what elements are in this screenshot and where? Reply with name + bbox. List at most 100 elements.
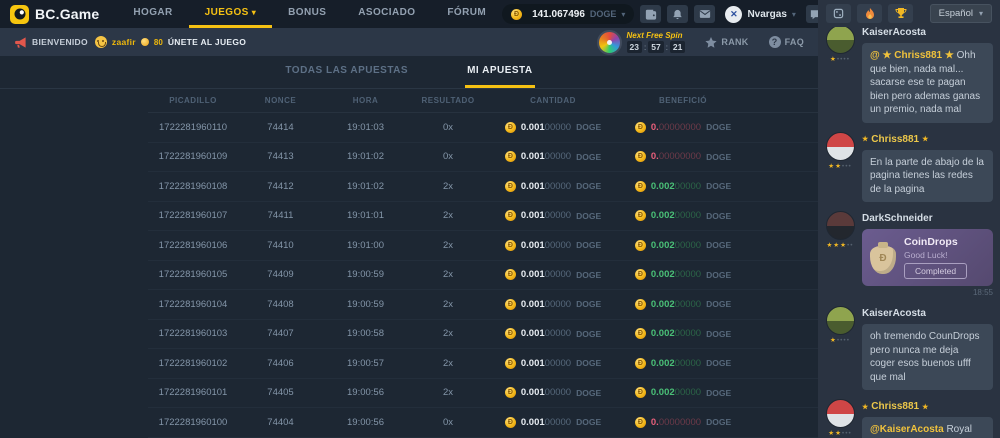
nav-item-asociado[interactable]: ASOCIADO [342,0,431,28]
chat-username[interactable]: ★Chriss881★ [862,399,993,413]
message-body: DarkSchneider CoinDropsGood Luck!Complete… [862,211,993,297]
megaphone-icon [14,36,27,49]
wallet-button[interactable] [640,5,661,23]
table-row[interactable]: 17222819601107441419:01:030x0.00100000DO… [148,113,820,143]
balance-selector[interactable]: 141.067496 DOGE ▾ [502,4,634,24]
user-menu[interactable]: ✕ Nvargas ▾ [725,6,795,23]
doge-coin-icon [635,269,646,280]
profit-value: 0.002 [651,328,675,339]
table-row[interactable]: 17222819601087441219:01:022x0.00100000DO… [148,172,820,202]
tab-todas-las-apuestas[interactable]: TODAS LAS APUESTAS [283,65,410,88]
nav-item-juegos[interactable]: JUEGOS▾ [189,0,273,28]
user-avatar[interactable] [826,399,855,428]
chevron-down-icon: ▾ [621,10,625,19]
coindrops-card[interactable]: CoinDropsGood Luck!Completed [862,229,993,286]
messages-button[interactable] [694,5,715,23]
currency-label: DOGE [706,181,731,191]
table-row[interactable]: 17222819601047440819:00:592x0.00100000DO… [148,290,820,320]
result-cell: 2x [408,387,488,398]
mention-link[interactable]: @KaiserAcosta [870,424,946,435]
chat-username[interactable]: ★Chriss881★ [862,132,993,146]
user-avatar[interactable] [826,132,855,161]
hash-cell: 1722281960110 [148,122,238,133]
chat-username[interactable]: KaiserAcosta [862,306,993,320]
question-icon: ? [769,36,781,48]
result-cell: 2x [408,328,488,339]
time-cell: 19:00:57 [323,358,408,369]
dot-icon: • [848,430,851,437]
time-cell: 19:01:02 [323,181,408,192]
nav-item-bonus[interactable]: BONUS [272,0,342,28]
hash-cell: 1722281960106 [148,240,238,251]
dot-icon: • [850,242,853,249]
chat-bubble: @KaiserAcosta Royal flush es que el móvi… [862,417,993,438]
faq-link[interactable]: ? FAQ [769,36,804,48]
table-row[interactable]: 17222819601007440419:00:560x0.00100000DO… [148,408,820,438]
profit-cell: 0.00200000DOGE [618,240,748,251]
user-avatar[interactable] [826,306,855,335]
join-game-text[interactable]: ÚNETE AL JUEGO [168,37,246,47]
hash-cell: 1722281960105 [148,269,238,280]
doge-coin-icon [505,210,516,221]
time-cell: 19:00:59 [323,299,408,310]
amount-value: 0.001 [521,269,545,280]
profit-cell: 0.00000000DOGE [618,417,748,428]
chat-bubble: En la parte de abajo de la pagina tienes… [862,150,993,203]
currency-label: DOGE [576,299,601,309]
user-avatar: ✕ [725,6,742,23]
profit-cell: 0.00200000DOGE [618,210,748,221]
chat-username[interactable]: DarkSchneider [862,211,993,225]
table-row[interactable]: 17222819601097441319:01:020x0.00100000DO… [148,143,820,173]
bc-game-logo-icon [10,5,29,24]
table-row[interactable]: 17222819601057440919:00:592x0.00100000DO… [148,261,820,291]
balance-currency: DOGE [590,9,617,19]
table-row[interactable]: 17222819601027440619:00:572x0.00100000DO… [148,349,820,379]
result-cell: 0x [408,151,488,162]
avatar-column: ★★★•• [825,211,855,297]
user-avatar[interactable] [826,27,855,54]
language-selector[interactable]: Español ▾ [930,4,992,23]
amount-value: 0.001 [521,417,545,428]
chat-username[interactable]: KaiserAcosta [862,27,993,39]
tab-mi-apuesta[interactable]: MI APUESTA [465,65,535,88]
hash-cell: 1722281960101 [148,387,238,398]
smiley-emoji-icon [95,36,107,48]
doge-coin-icon [635,210,646,221]
nav-item-hogar[interactable]: HOGAR [117,0,188,28]
amount-trailing-zeros: 00000 [545,387,571,398]
result-cell: 2x [408,181,488,192]
hash-cell: 1722281960107 [148,210,238,221]
medal-icon [141,38,149,46]
table-row[interactable]: 17222819601077441119:01:012x0.00100000DO… [148,202,820,232]
profit-value: 0. [651,122,659,133]
profit-value: 0.002 [651,358,675,369]
hash-cell: 1722281960103 [148,328,238,339]
amount-cell: 0.00100000DOGE [488,328,618,339]
profit-value: 0.002 [651,240,675,251]
free-spin-widget[interactable]: Next Free Spin 23:57:21 [597,30,686,55]
nav-item-fórum[interactable]: FÓRUM [431,0,502,28]
table-row[interactable]: 17222819601017440519:00:562x0.00100000DO… [148,379,820,409]
bell-icon [672,9,683,20]
user-avatar[interactable] [826,211,855,240]
chat-message: ★★★•• DarkSchneider CoinDropsGood Luck!Com… [825,202,993,297]
brand-logo[interactable]: BC.Game [10,5,99,24]
hot-button[interactable] [857,4,882,23]
profit-trailing-zeros: 00000 [675,358,701,369]
currency-label: DOGE [706,417,731,427]
mention-link[interactable]: @ ★ Chriss881 ★ [870,50,957,61]
doge-coin-icon [635,181,646,192]
notifications-button[interactable] [667,5,688,23]
table-row[interactable]: 17222819601037440719:00:582x0.00100000DO… [148,320,820,350]
table-row[interactable]: 17222819601067441019:01:002x0.00100000DO… [148,231,820,261]
welcome-username[interactable]: zaafir [112,37,136,47]
trophy-button[interactable] [888,4,913,23]
dice-button[interactable] [826,4,851,23]
money-bag-icon [870,246,896,274]
rank-link[interactable]: RANK [705,37,748,48]
result-cell: 2x [408,358,488,369]
completed-button[interactable]: Completed [904,263,967,279]
amount-value: 0.001 [521,358,545,369]
nonce-cell: 74407 [238,328,323,339]
profit-value: 0. [651,151,659,162]
